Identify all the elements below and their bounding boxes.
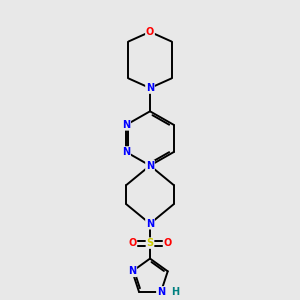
Text: N: N	[128, 266, 136, 276]
Text: O: O	[146, 27, 154, 37]
Text: O: O	[164, 238, 172, 248]
Text: N: N	[146, 160, 154, 171]
Text: S: S	[146, 238, 154, 248]
Text: N: N	[122, 147, 130, 157]
Text: H: H	[171, 287, 179, 297]
Text: N: N	[157, 287, 165, 297]
Text: N: N	[122, 120, 130, 130]
Text: N: N	[146, 83, 154, 93]
Text: O: O	[128, 238, 136, 248]
Text: N: N	[146, 219, 154, 229]
